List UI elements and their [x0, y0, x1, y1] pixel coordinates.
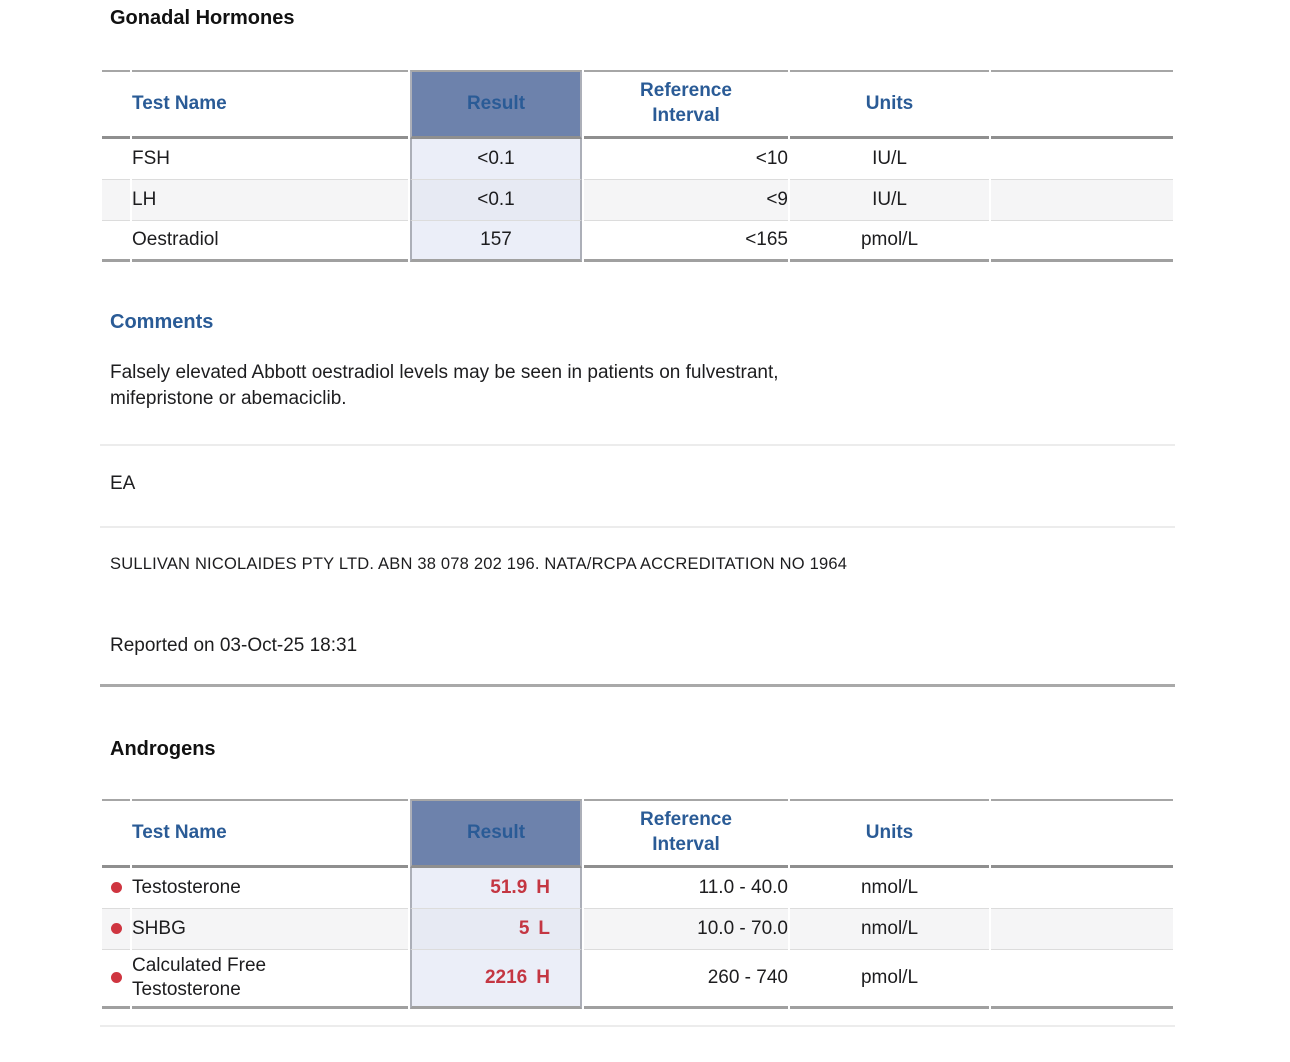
units-cell: nmol/L: [790, 909, 989, 950]
spacer-cell: [991, 868, 1173, 909]
test-name-text: Calculated Free Testosterone: [132, 955, 267, 1000]
reference-interval-cell: 260 - 740: [584, 950, 788, 1009]
test-name-cell: Oestradiol: [132, 221, 408, 262]
units-column-header: Units: [790, 70, 989, 139]
result-flag: H: [536, 877, 550, 899]
divider: [100, 526, 1175, 528]
test-name-column-header: Test Name: [132, 799, 408, 868]
result-value: 51.9: [490, 877, 528, 899]
units-cell: pmol/L: [790, 221, 989, 262]
comments-text: Falsely elevated Abbott oestradiol level…: [110, 362, 779, 409]
spacer-cell: [991, 139, 1173, 180]
spacer-column-header: [991, 799, 1173, 868]
reference-interval-cell: 11.0 - 40.0: [584, 868, 788, 909]
units-cell: pmol/L: [790, 950, 989, 1009]
units-cell: IU/L: [790, 139, 989, 180]
result-cell: <0.1: [410, 180, 582, 221]
section-gonadal-hormones: Gonadal Hormones Test Name Result Refere…: [0, 6, 1290, 412]
test-name-cell: LH: [132, 180, 408, 221]
test-name-cell: FSH: [132, 139, 408, 180]
units-column-header: Units: [790, 799, 989, 868]
section-title-androgens: Androgens: [110, 738, 216, 760]
table-row: Oestradiol 157 <165 pmol/L: [102, 221, 1173, 262]
table-row: FSH <0.1 <10 IU/L: [102, 139, 1173, 180]
reference-interval-column-header: Reference Interval: [584, 799, 788, 868]
test-name-text: SHBG: [132, 918, 186, 940]
androgens-table: Test Name Result Reference Interval Unit…: [100, 799, 1175, 1009]
reference-interval-column-header: Reference Interval: [584, 70, 788, 139]
spacer-column-header: [991, 70, 1173, 139]
result-value: 2216: [484, 966, 528, 988]
abnormal-indicator-cell: [102, 868, 130, 909]
spacer-cell: [991, 221, 1173, 262]
result-flag: H: [536, 966, 550, 988]
abnormal-indicator-cell: [102, 909, 130, 950]
indicator-column-header: [102, 799, 130, 868]
spacer-cell: [991, 909, 1173, 950]
abnormal-indicator-cell: [102, 180, 130, 221]
divider: [100, 1024, 1175, 1027]
reference-interval-cell: <165: [584, 221, 788, 262]
gonadal-hormones-table: Test Name Result Reference Interval Unit…: [100, 70, 1175, 262]
abnormal-dot-icon: [110, 923, 122, 935]
reference-interval-cell: <10: [584, 139, 788, 180]
result-column-header: Result: [410, 799, 582, 868]
test-name-text: LH: [132, 189, 157, 211]
table-header-row: Test Name Result Reference Interval Unit…: [102, 799, 1173, 868]
table-row: Calculated Free Testosterone 2216 H 260 -…: [102, 950, 1173, 1009]
abnormal-indicator-cell: [102, 221, 130, 262]
indicator-column-header: [102, 70, 130, 139]
table-row: Testosterone 51.9 H 11.0 - 40.0 nmol/L: [102, 868, 1173, 909]
result-value: <0.1: [477, 148, 515, 170]
result-value: 157: [480, 229, 512, 251]
section-androgens: Androgens Test Name Result Reference Int…: [0, 737, 1290, 1009]
result-cell: <0.1: [410, 139, 582, 180]
abnormal-indicator-cell: [102, 139, 130, 180]
test-name-cell: Calculated Free Testosterone: [132, 950, 408, 1009]
reference-interval-cell: <9: [584, 180, 788, 221]
result-value: <0.1: [477, 189, 515, 211]
table-header-row: Test Name Result Reference Interval Unit…: [102, 70, 1173, 139]
units-cell: IU/L: [790, 180, 989, 221]
test-name-text: Oestradiol: [132, 229, 219, 251]
result-cell: 157: [410, 221, 582, 262]
test-name-cell: Testosterone: [132, 868, 408, 909]
section-divider: [100, 684, 1175, 687]
abnormal-indicator-cell: [102, 950, 130, 1009]
spacer-cell: [991, 180, 1173, 221]
spacer-cell: [991, 950, 1173, 1009]
test-name-column-header: Test Name: [132, 70, 408, 139]
result-value: 5: [518, 918, 530, 940]
test-name-cell: SHBG: [132, 909, 408, 950]
reported-timestamp: Reported on 03-Oct-25 18:31: [110, 635, 358, 656]
result-column-header: Result: [410, 70, 582, 139]
units-cell: nmol/L: [790, 868, 989, 909]
test-name-text: Testosterone: [132, 877, 241, 899]
test-name-text: FSH: [132, 148, 170, 170]
result-cell: 2216 H: [410, 950, 582, 1009]
section-title-gonadal-hormones: Gonadal Hormones: [110, 7, 295, 29]
comments-heading: Comments: [110, 311, 214, 333]
abnormal-dot-icon: [110, 971, 122, 983]
laboratory-accreditation-line: SULLIVAN NICOLAIDES PTY LTD. ABN 38 078 …: [110, 555, 848, 573]
reference-interval-cell: 10.0 - 70.0: [584, 909, 788, 950]
divider: [100, 444, 1175, 446]
result-cell: 51.9 H: [410, 868, 582, 909]
abnormal-dot-icon: [110, 882, 122, 894]
result-flag: L: [538, 918, 550, 940]
pathologist-initials: EA: [110, 473, 136, 494]
table-row: LH <0.1 <9 IU/L: [102, 180, 1173, 221]
